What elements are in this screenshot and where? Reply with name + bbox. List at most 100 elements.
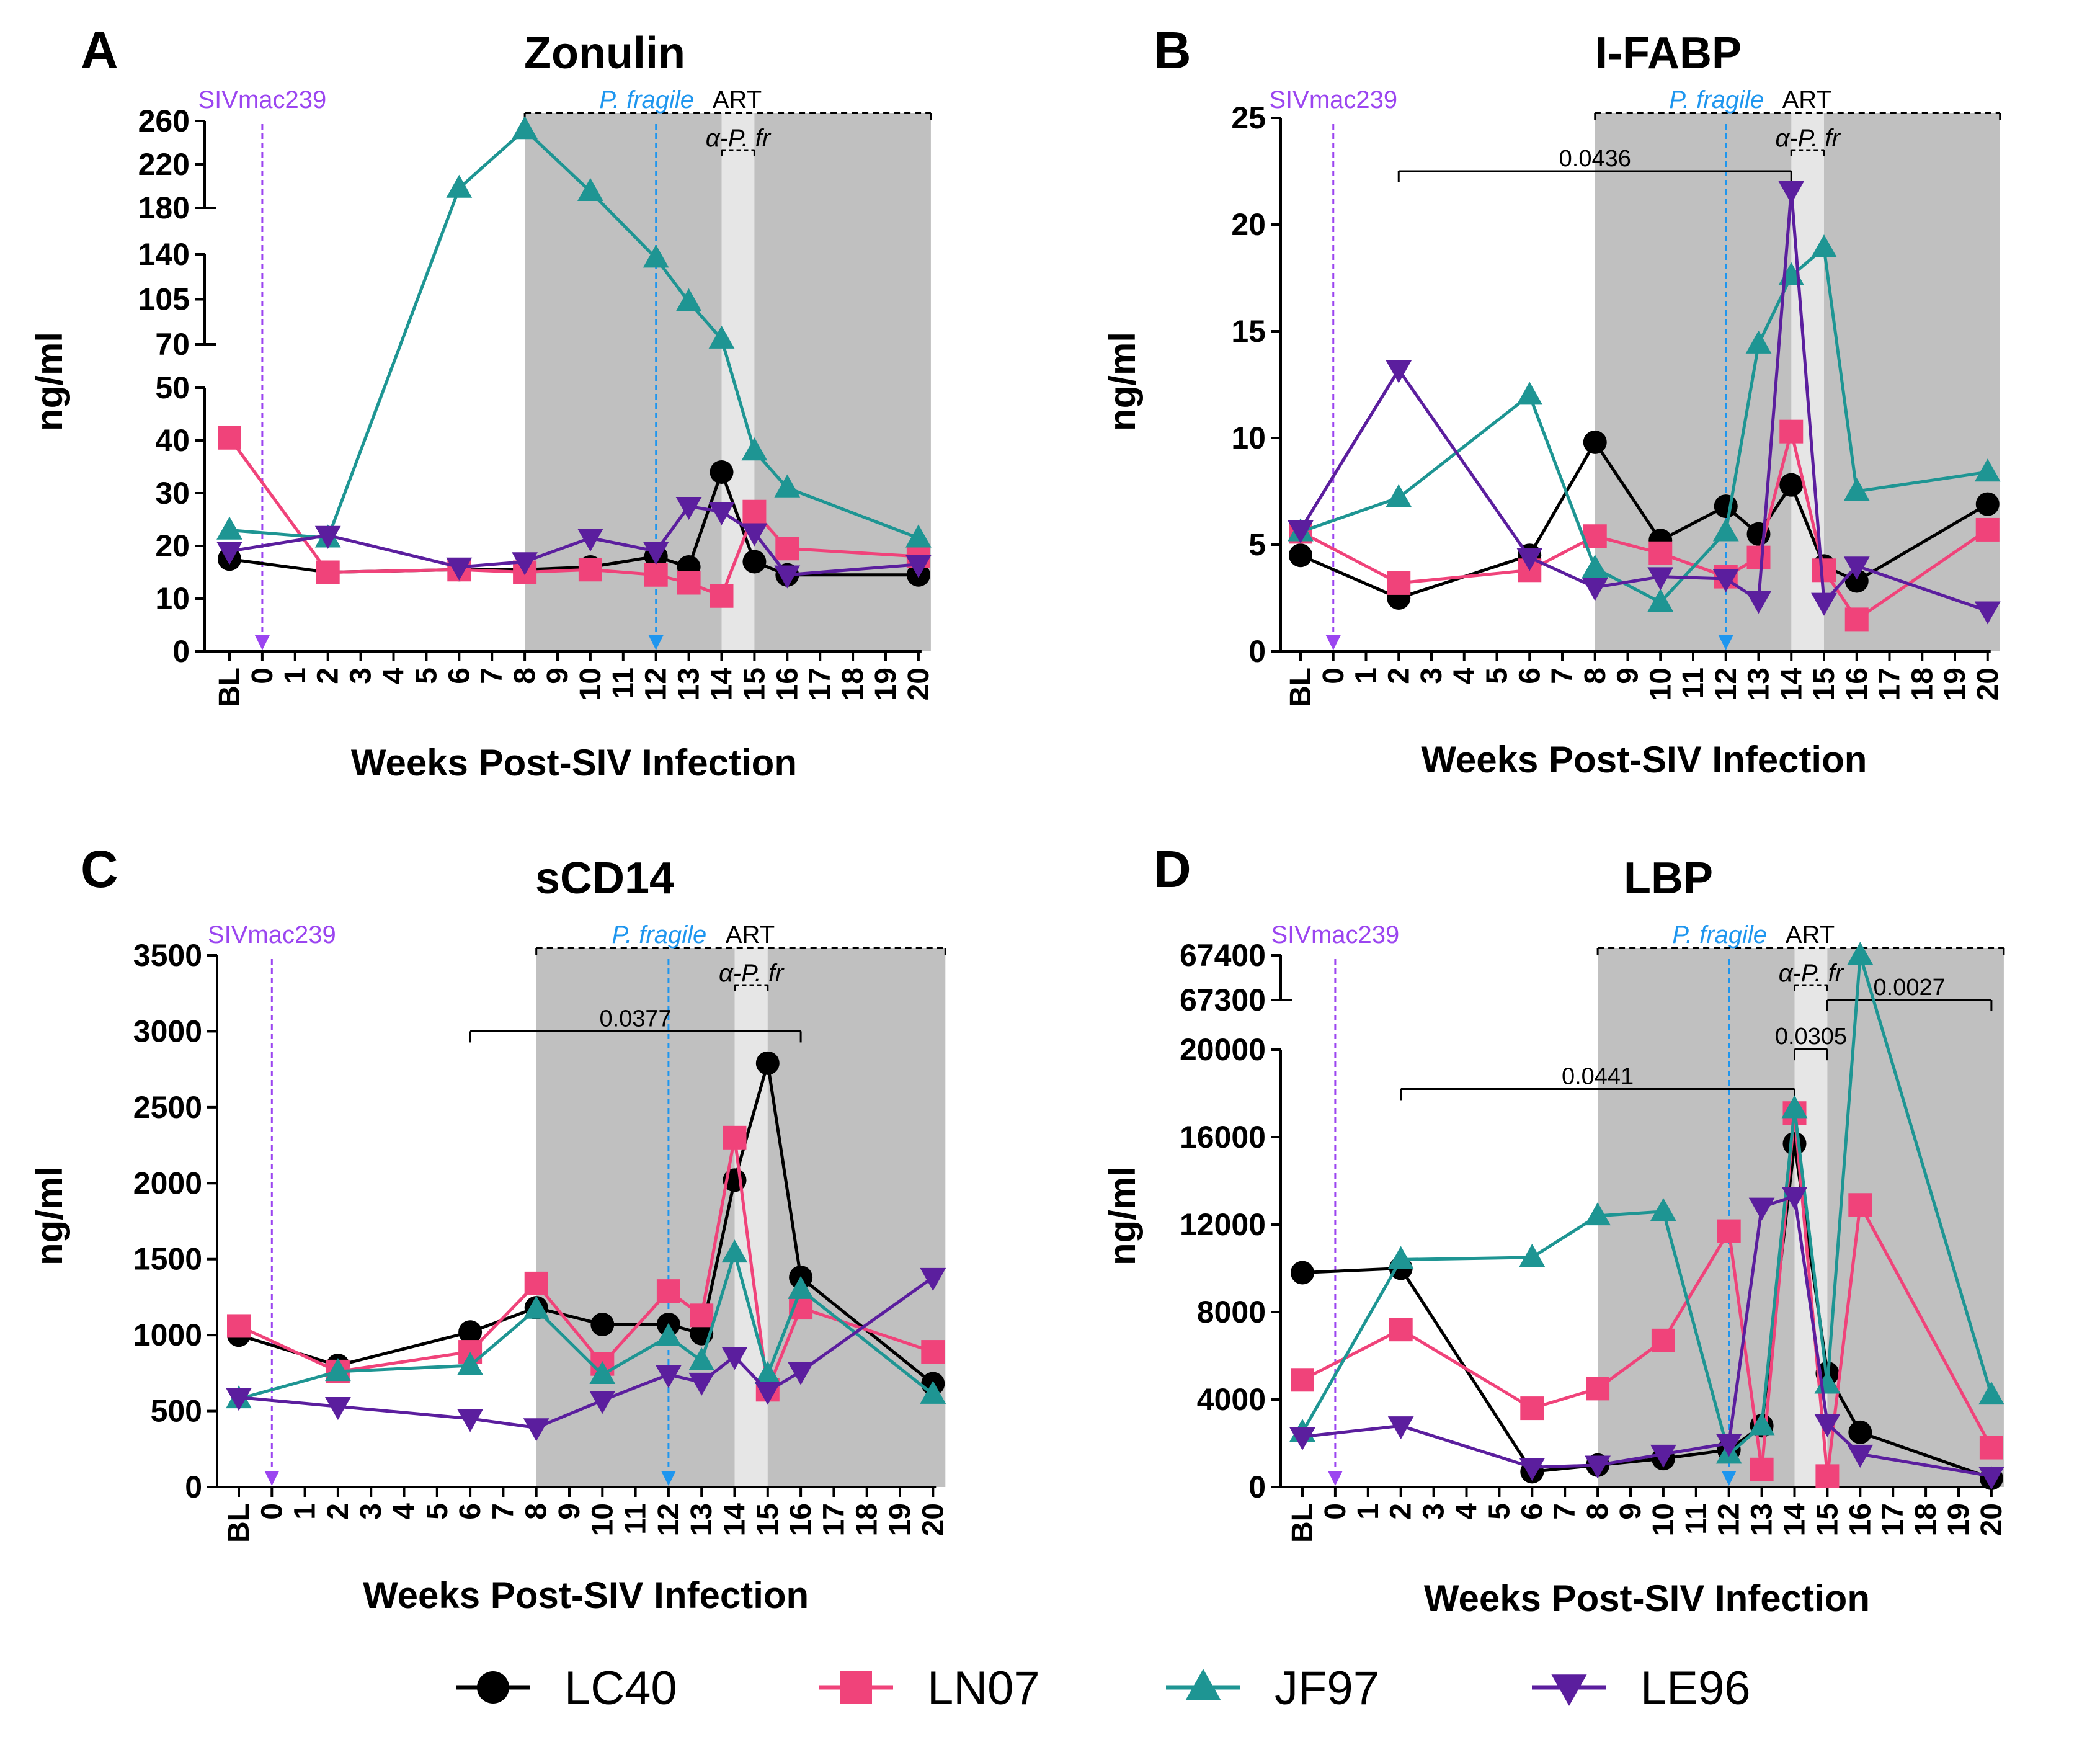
x-tick-label: 19 — [884, 1503, 917, 1536]
x-axis-label: Weeks Post-SIV Infection — [1424, 1578, 1870, 1619]
y-tick-label: 30 — [155, 476, 190, 511]
x-tick-label: 18 — [1906, 668, 1939, 700]
data-point-le96 — [754, 1382, 781, 1405]
data-point-le96 — [577, 529, 603, 552]
series-line-segment — [1595, 575, 1661, 589]
data-point-jf97 — [1847, 942, 1874, 965]
x-tick-label: 9 — [1612, 668, 1645, 684]
data-point-le96 — [1715, 1434, 1742, 1457]
x-tick-label: 0 — [1317, 668, 1350, 684]
chart-title: Zonulin — [524, 29, 685, 78]
x-tick-label: 3 — [1415, 668, 1448, 684]
data-point-ln07 — [1586, 1377, 1610, 1401]
x-tick-label: 4 — [378, 668, 411, 684]
series-line-segment — [1399, 568, 1530, 585]
data-point-lc40 — [1844, 569, 1869, 593]
x-tick-label: 15 — [752, 1503, 785, 1536]
pfragile-arrow-icon — [661, 1471, 676, 1486]
siv-label: SIVmac239 — [1269, 86, 1397, 114]
y-tick-label: 220 — [138, 147, 190, 182]
x-tick-label: 20 — [902, 668, 935, 700]
y-tick-label: 2000 — [133, 1166, 202, 1200]
series-line-segment — [1299, 368, 1400, 531]
x-tick-label: 4 — [388, 1503, 421, 1520]
series-line-segment — [799, 1276, 934, 1373]
x-tick-label: 5 — [421, 1503, 454, 1520]
series-line-segment — [799, 1288, 934, 1396]
series-line-segment — [1662, 1230, 1730, 1342]
x-tick-label: 18 — [837, 668, 870, 700]
data-point-ln07 — [656, 1279, 680, 1303]
data-point-le96 — [675, 497, 702, 520]
y-tick-label: 0 — [172, 634, 190, 669]
data-point-jf97 — [741, 437, 768, 461]
data-point-ln07 — [1389, 1318, 1413, 1342]
y-tick-label: 0 — [185, 1470, 202, 1504]
anti-pfragile-region — [1794, 948, 1828, 1487]
series-line-segment — [469, 1417, 537, 1429]
data-point-le96 — [512, 552, 538, 576]
data-point-lc40 — [742, 550, 767, 574]
data-point-le96 — [325, 1397, 351, 1421]
data-point-ln07 — [742, 499, 767, 524]
art-label: ART — [1782, 86, 1831, 114]
siv-arrow-icon — [1325, 635, 1341, 650]
y-tick-label: 16000 — [1180, 1120, 1266, 1154]
x-tick-label: 9 — [553, 1503, 586, 1520]
series-line-segment — [229, 557, 329, 574]
data-point-le96 — [523, 1418, 549, 1442]
data-point-jf97 — [774, 474, 801, 498]
x-tick-label: 19 — [1942, 1503, 1975, 1536]
apfr-label: α-P. fr — [706, 125, 772, 152]
series-line-segment — [733, 1253, 770, 1375]
data-point-le96 — [1811, 592, 1837, 616]
series-line-segment — [786, 486, 919, 540]
data-point-le96 — [643, 542, 669, 565]
data-point-le96 — [1778, 181, 1805, 204]
data-point-lc40 — [1714, 494, 1738, 519]
x-tick-label: 9 — [541, 668, 574, 684]
legend-marker-icon — [477, 1671, 509, 1704]
x-tick-label: 11 — [607, 668, 640, 699]
data-point-le96 — [905, 555, 932, 578]
y-tick-label: 67400 — [1180, 938, 1266, 973]
pfragile-label: P. fragile — [1672, 921, 1767, 949]
data-point-le96 — [1745, 591, 1772, 614]
series-line-segment — [1793, 1195, 1829, 1424]
y-tick-label: 8000 — [1197, 1295, 1266, 1329]
data-point-le96 — [457, 1409, 483, 1432]
series-line-segment — [327, 534, 460, 569]
x-tick-label: 18 — [1910, 1503, 1942, 1536]
y-tick-label: 180 — [138, 190, 190, 225]
series-le96 — [1289, 1186, 2004, 1490]
data-point-le96 — [446, 557, 473, 581]
x-tick-label: 18 — [851, 1503, 884, 1536]
series-line-segment — [1856, 528, 1989, 621]
p-value-label: 0.0027 — [1874, 975, 1946, 1001]
x-tick-label: 6 — [1513, 668, 1546, 684]
x-tick-label: 13 — [685, 1503, 718, 1536]
x-tick-label: BL — [223, 1503, 256, 1543]
series-line-segment — [228, 437, 329, 573]
x-tick-label: 10 — [574, 668, 607, 700]
x-tick-label: 0 — [246, 668, 279, 684]
series-line-segment — [602, 1373, 669, 1402]
series-line-segment — [238, 1324, 339, 1373]
x-tick-label: 19 — [870, 668, 902, 700]
data-point-le96 — [920, 1267, 946, 1291]
siv-arrow-icon — [1327, 1471, 1343, 1486]
legend: LC40 LN07 JF97 LE96 — [456, 1662, 1751, 1715]
siv-label: SIVmac239 — [208, 921, 336, 949]
pfragile-label: P. fragile — [612, 921, 707, 949]
series-line-segment — [337, 1364, 471, 1373]
data-point-jf97 — [523, 1295, 549, 1319]
data-point-le96 — [1516, 548, 1543, 571]
data-point-jf97 — [788, 1275, 814, 1299]
data-point-jf97 — [446, 174, 473, 198]
x-tick-label: 8 — [1579, 668, 1612, 684]
apfr-label: α-P. fr — [1779, 960, 1844, 987]
series-jf97 — [216, 116, 932, 548]
data-point-le96 — [1847, 1444, 1874, 1468]
